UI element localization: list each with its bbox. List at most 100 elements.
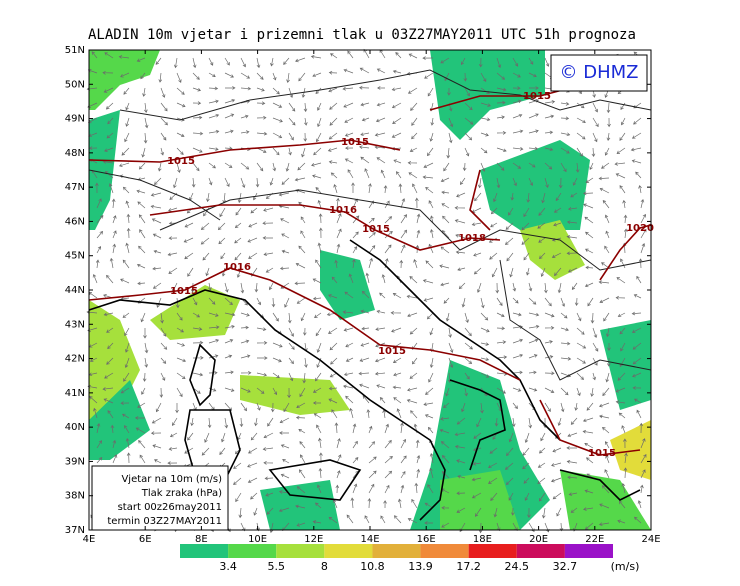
lon-label: 20E bbox=[529, 534, 548, 545]
lon-label: 4E bbox=[83, 534, 96, 545]
isobar-label: 1015 bbox=[341, 137, 369, 148]
isobar-label: 1015 bbox=[362, 224, 390, 235]
shade bbox=[430, 50, 545, 140]
border bbox=[88, 169, 221, 221]
colorbar-swatch bbox=[420, 544, 469, 558]
lon-label: 14E bbox=[360, 534, 379, 545]
shade bbox=[610, 420, 651, 480]
colorbar: 3.4 5.5 8 10.8 13.9 17.2 24.5 32.7 (m/s) bbox=[180, 544, 639, 573]
colorbar-swatch bbox=[180, 544, 229, 558]
wind-arrows bbox=[86, 48, 647, 534]
coast bbox=[88, 289, 446, 521]
lat-label: 40N bbox=[65, 422, 85, 433]
lat-label: 37N bbox=[65, 525, 85, 536]
shade bbox=[440, 470, 520, 530]
isobar bbox=[469, 169, 491, 231]
isobar-label: 1015 bbox=[378, 346, 406, 357]
isobar-label: 1016 bbox=[223, 262, 251, 273]
isobar bbox=[599, 224, 652, 281]
colorbar-label: 5.5 bbox=[267, 560, 285, 573]
legend-box bbox=[91, 465, 229, 531]
shade bbox=[260, 480, 340, 530]
shade bbox=[89, 380, 150, 460]
legend-line: start 00z26may2011 bbox=[118, 502, 222, 513]
lat-label: 39N bbox=[65, 456, 85, 467]
map-title: ALADIN 10m vjetar i prizemni tlak u 03Z2… bbox=[88, 27, 636, 43]
colorbar-swatch bbox=[276, 544, 325, 558]
shade bbox=[89, 50, 160, 110]
colorbar-swatch bbox=[468, 544, 517, 558]
lat-label: 50N bbox=[65, 79, 85, 90]
border bbox=[159, 189, 652, 271]
lon-label: 24E bbox=[641, 534, 660, 545]
isobar bbox=[149, 204, 501, 251]
lon-label: 10E bbox=[248, 534, 267, 545]
shade bbox=[560, 470, 651, 530]
shade bbox=[89, 110, 120, 230]
coastlines bbox=[88, 239, 641, 521]
isobar-labels: 1015 1015 1015 1016 1015 1018 1020 1016 1015 1015… bbox=[167, 91, 654, 459]
lat-label: 49N bbox=[65, 114, 85, 125]
isobar-label: 1018 bbox=[458, 233, 486, 244]
colorbar-label: 24.5 bbox=[505, 560, 530, 573]
coast bbox=[349, 239, 561, 441]
shade bbox=[320, 250, 375, 320]
lon-label: 8E bbox=[195, 534, 208, 545]
lat-label: 51N bbox=[65, 45, 85, 56]
lon-label: 16E bbox=[417, 534, 436, 545]
lat-label: 48N bbox=[65, 148, 85, 159]
isobar-label: 1015 bbox=[588, 448, 616, 459]
lat-label: 47N bbox=[65, 182, 85, 193]
colorbar-label: 3.4 bbox=[219, 560, 237, 573]
lat-label: 41N bbox=[65, 388, 85, 399]
lon-label: 22E bbox=[585, 534, 604, 545]
coast bbox=[559, 469, 641, 501]
lat-label: 42N bbox=[65, 354, 85, 365]
colorbar-swatch bbox=[228, 544, 277, 558]
lat-label: 43N bbox=[65, 319, 85, 330]
copyright-box bbox=[550, 54, 648, 92]
isobar bbox=[88, 267, 521, 381]
border bbox=[119, 69, 652, 121]
colorbar-swatch bbox=[516, 544, 565, 558]
isobar bbox=[88, 139, 401, 163]
isobar-label: 1015 bbox=[170, 286, 198, 297]
legend-line: termin 03Z27MAY2011 bbox=[107, 516, 222, 527]
copyright: © DHMZ bbox=[560, 62, 639, 83]
isobar-label: 1016 bbox=[329, 205, 357, 216]
isobar-label: 1015 bbox=[167, 156, 195, 167]
colorbar-swatch bbox=[324, 544, 373, 558]
coast bbox=[189, 343, 216, 407]
borders bbox=[88, 69, 652, 381]
colorbar-unit: (m/s) bbox=[611, 560, 640, 573]
coast bbox=[268, 459, 362, 501]
colorbar-swatch bbox=[564, 544, 613, 558]
colorbar-label: 10.8 bbox=[360, 560, 385, 573]
lat-label: 44N bbox=[65, 285, 85, 296]
legend-line: Tlak zraka (hPa) bbox=[141, 488, 222, 499]
lon-label: 6E bbox=[139, 534, 152, 545]
isobars bbox=[88, 79, 652, 456]
isobar bbox=[539, 399, 641, 456]
lon-label: 12E bbox=[304, 534, 323, 545]
axes: 37N 38N 39N 40N 41N 42N 43N 44N 45N 46N 47N 48N 49N 5… bbox=[65, 45, 661, 545]
legend-line: Vjetar na 10m (m/s) bbox=[121, 474, 222, 485]
lon-label: 18E bbox=[473, 534, 492, 545]
legend-text: Vjetar na 10m (m/s) Tlak zraka (hPa) start… bbox=[107, 474, 222, 527]
colorbar-label: 17.2 bbox=[456, 560, 481, 573]
lat-label: 45N bbox=[65, 251, 85, 262]
isobar-label: 1015 bbox=[523, 91, 551, 102]
lat-label: 46N bbox=[65, 216, 85, 227]
border bbox=[499, 259, 652, 381]
coast bbox=[449, 379, 506, 471]
shade bbox=[520, 220, 585, 280]
wind-arrow-field bbox=[86, 48, 647, 534]
colorbar-label: 13.9 bbox=[408, 560, 433, 573]
colorbar-label: 32.7 bbox=[553, 560, 578, 573]
isobar-label: 1020 bbox=[626, 223, 654, 234]
lat-label: 38N bbox=[65, 491, 85, 502]
colorbar-label: 8 bbox=[321, 560, 328, 573]
shade bbox=[240, 375, 350, 415]
colorbar-swatch bbox=[372, 544, 421, 558]
